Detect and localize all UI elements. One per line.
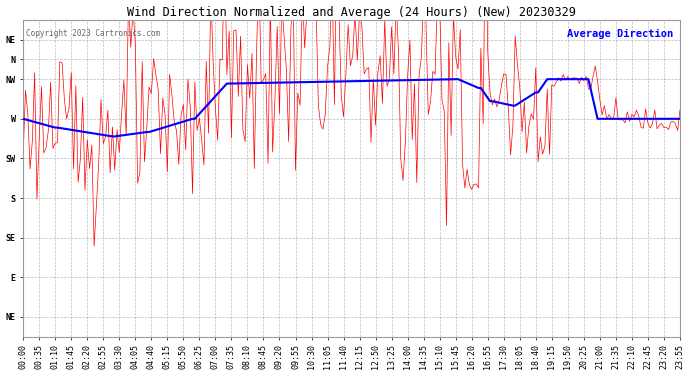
Text: Copyright 2023 Cartronics.com: Copyright 2023 Cartronics.com [26,29,161,38]
Text: Average Direction: Average Direction [567,29,673,39]
Title: Wind Direction Normalized and Average (24 Hours) (New) 20230329: Wind Direction Normalized and Average (2… [127,6,576,18]
